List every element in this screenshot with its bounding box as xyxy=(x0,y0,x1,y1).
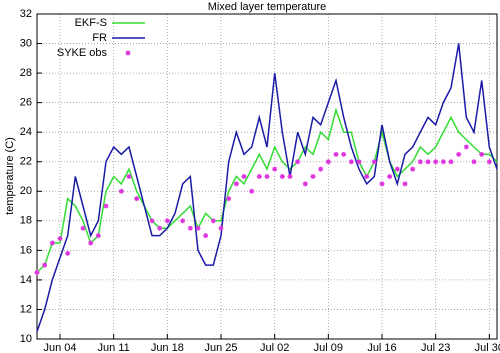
y-tick-label: 20 xyxy=(20,185,32,197)
obs-point xyxy=(241,174,247,179)
y-tick-label: 14 xyxy=(20,274,32,286)
y-tick-label: 28 xyxy=(20,67,32,79)
y-tick-label: 10 xyxy=(20,333,32,345)
legend-label: SYKE obs xyxy=(57,47,108,59)
obs-point xyxy=(88,240,94,246)
obs-point xyxy=(226,196,232,202)
obs-point xyxy=(410,166,416,172)
obs-point xyxy=(42,262,48,268)
y-tick-label: 32 xyxy=(20,8,32,20)
series-line xyxy=(36,43,498,332)
y-tick-label: 24 xyxy=(20,126,32,138)
obs-point xyxy=(157,225,163,231)
obs-point xyxy=(57,236,63,242)
obs-point xyxy=(379,181,385,187)
y-tick-label: 18 xyxy=(20,215,32,227)
obs-point xyxy=(249,188,255,194)
x-tick-label: Jun 11 xyxy=(98,342,130,353)
obs-point xyxy=(486,159,492,165)
x-tick-label: Jul 02 xyxy=(260,342,289,353)
obs-point xyxy=(440,159,446,165)
legend-marker xyxy=(125,50,131,56)
obs-point xyxy=(448,159,454,165)
obs-point xyxy=(256,174,262,179)
obs-point xyxy=(356,159,362,165)
y-axis-label: temperature (C) xyxy=(4,137,16,215)
obs-point xyxy=(387,174,393,179)
x-tick-label: Jul 16 xyxy=(367,342,396,353)
obs-point xyxy=(195,225,201,231)
series-line xyxy=(36,107,498,274)
obs-point xyxy=(103,203,109,209)
y-tick-label: 30 xyxy=(20,37,32,49)
obs-point xyxy=(310,174,316,179)
obs-point xyxy=(218,225,224,231)
x-tick-label: Jun 04 xyxy=(43,342,76,353)
y-tick-label: 26 xyxy=(20,97,32,109)
obs-point xyxy=(433,159,439,165)
obs-point xyxy=(341,151,347,157)
y-tick-label: 16 xyxy=(20,244,32,256)
obs-point xyxy=(295,159,301,165)
obs-point xyxy=(318,166,324,172)
obs-point xyxy=(49,240,55,246)
obs-point xyxy=(287,174,293,179)
obs-point xyxy=(180,218,186,224)
obs-point xyxy=(371,159,377,165)
plot-frame xyxy=(36,13,498,340)
obs-point xyxy=(272,166,278,172)
obs-point xyxy=(279,174,285,179)
y-tick-label: 22 xyxy=(20,156,32,168)
x-tick-label: Jul 09 xyxy=(314,342,343,353)
obs-point xyxy=(264,174,270,179)
obs-point xyxy=(325,159,331,165)
obs-point xyxy=(95,233,101,239)
obs-point xyxy=(34,270,40,276)
obs-point xyxy=(364,174,370,179)
legend-label: FR xyxy=(92,32,107,44)
obs-point xyxy=(302,181,308,187)
obs-point xyxy=(187,225,193,231)
obs-point xyxy=(149,218,155,224)
obs-point xyxy=(210,218,216,224)
obs-point xyxy=(65,250,71,256)
legend-label: EKF-S xyxy=(75,17,107,29)
x-tick-label: Jun 25 xyxy=(204,342,237,353)
x-tick-label: Jul 23 xyxy=(421,342,450,353)
obs-point xyxy=(479,151,485,157)
obs-point xyxy=(456,151,462,157)
obs-point xyxy=(118,188,124,194)
obs-point xyxy=(134,196,140,202)
y-tick-label: 12 xyxy=(20,303,32,315)
obs-point xyxy=(126,174,132,179)
x-tick-label: Jun 18 xyxy=(151,342,184,353)
obs-point xyxy=(203,233,209,239)
obs-point xyxy=(348,159,354,165)
x-tick-label: Jul 30 xyxy=(475,342,500,353)
obs-point xyxy=(394,166,400,172)
obs-point xyxy=(425,159,431,165)
obs-point xyxy=(471,159,477,165)
obs-point xyxy=(80,225,86,231)
chart-title: Mixed layer temperature xyxy=(208,1,327,13)
obs-point xyxy=(402,181,408,187)
obs-point xyxy=(463,144,469,150)
obs-point xyxy=(417,159,423,165)
obs-point xyxy=(333,151,339,157)
obs-point xyxy=(233,181,239,187)
obs-point xyxy=(164,218,170,224)
